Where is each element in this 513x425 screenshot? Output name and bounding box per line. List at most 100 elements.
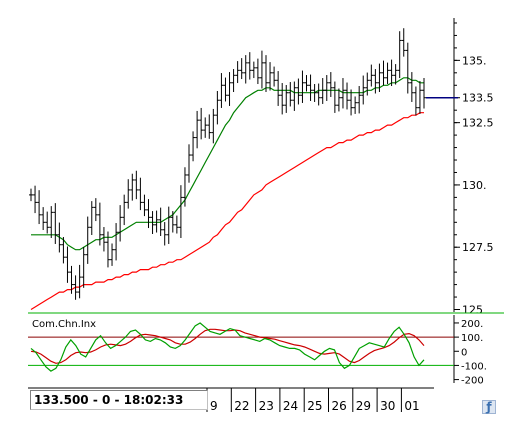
- price-bar: [268, 62, 273, 91]
- price-bar: [393, 64, 398, 85]
- price-bar: [255, 58, 260, 85]
- price-bar: [45, 211, 50, 234]
- price-bar: [162, 222, 167, 246]
- oscillator-tick-label: 200.: [461, 319, 483, 330]
- price-bar: [292, 81, 297, 111]
- price-bar: [353, 96, 358, 114]
- price-bar: [101, 227, 106, 252]
- price-bar: [247, 52, 252, 80]
- price-bar: [191, 131, 196, 162]
- price-bar: [85, 216, 90, 264]
- date-tick-label: 25: [307, 399, 322, 413]
- price-bar: [126, 179, 131, 209]
- price-bar: [207, 114, 212, 139]
- price-bar: [345, 82, 350, 110]
- price-bar: [166, 206, 171, 244]
- zoom-icon[interactable]: ƒ: [482, 400, 496, 414]
- oscillator-signal-line: [30, 328, 425, 364]
- moving-average-short: [31, 77, 424, 251]
- price-bar: [276, 71, 281, 106]
- price-bar: [413, 86, 418, 116]
- price-bar: [235, 61, 240, 84]
- price-bar: [97, 202, 102, 246]
- price-bar: [122, 194, 127, 226]
- oscillator-tick-label: 100.: [461, 333, 483, 344]
- price-bar: [73, 275, 78, 300]
- price-bar: [251, 61, 256, 79]
- price-bar: [81, 246, 86, 288]
- price-bar: [118, 205, 123, 242]
- price-bar: [324, 75, 329, 101]
- price-bar: [29, 188, 33, 202]
- price-bar: [77, 264, 82, 299]
- price-bar: [401, 28, 406, 57]
- price-bar: [114, 223, 119, 261]
- moving-average-long-line: [30, 112, 424, 311]
- status-readout: 133.500 - 0 - 18:02:33: [30, 390, 208, 410]
- oscillator-tick-label: -200: [461, 376, 484, 387]
- oscillator-tick-labels: 200. 100. 0 -100. -200: [461, 319, 487, 387]
- price-bar: [405, 42, 410, 94]
- price-bar: [53, 203, 58, 244]
- price-bar: [105, 231, 110, 268]
- price-bar: [243, 55, 248, 84]
- price-tick-label: 130.: [462, 179, 487, 192]
- price-bar: [336, 88, 341, 112]
- date-tick-label: 30: [380, 399, 395, 413]
- price-bar: [381, 60, 386, 86]
- price-bar: [316, 83, 321, 106]
- price-bar: [422, 78, 426, 109]
- price-bar: [296, 78, 301, 105]
- price-bar: [134, 170, 139, 200]
- price-bar: [174, 215, 179, 234]
- price-bar: [146, 199, 151, 229]
- price-bar: [211, 108, 216, 144]
- price-bar: [41, 207, 46, 231]
- oscillator-tick-label: 0: [461, 347, 467, 358]
- price-bar: [377, 63, 382, 92]
- price-bar: [409, 72, 414, 102]
- moving-average-short-line: [31, 77, 424, 251]
- price-bar: [304, 75, 309, 92]
- date-tick-label: 29: [356, 399, 371, 413]
- oscillator-index-line: [30, 322, 425, 372]
- date-tick-label: 9: [210, 399, 218, 413]
- price-bar: [349, 89, 354, 116]
- date-tick-label: 01: [404, 399, 419, 413]
- date-tick-label: 24: [283, 399, 298, 413]
- price-bar: [284, 85, 289, 113]
- price-bar: [365, 72, 370, 96]
- oscillator-panel: Com.Chn.Inx 200. 100. 0 -100. -200: [28, 312, 504, 387]
- price-bar: [89, 201, 94, 236]
- date-tick-label: 23: [259, 399, 274, 413]
- price-bar: [178, 185, 183, 239]
- price-bar: [154, 210, 159, 233]
- price-bar: [110, 243, 115, 266]
- price-bar: [49, 206, 54, 239]
- price-bar: [328, 72, 333, 97]
- price-tick-label: 125: [462, 304, 483, 317]
- date-tick-label: 22: [234, 399, 249, 413]
- price-bar: [417, 81, 422, 114]
- price-bar: [182, 167, 187, 207]
- price-bar: [357, 86, 362, 114]
- price-bar: [263, 55, 268, 92]
- oscillator-tick-marks: [454, 322, 459, 381]
- price-tick-label: 133.5: [462, 92, 494, 105]
- oscillator-tick-label: -100.: [461, 361, 487, 372]
- price-bar: [300, 70, 305, 103]
- oscillator-index: [30, 322, 425, 372]
- price-bar: [150, 211, 155, 235]
- oscillator-title: Com.Chn.Inx: [32, 319, 96, 330]
- oscillator-signal: [30, 328, 425, 364]
- price-bar: [312, 84, 317, 102]
- price-bar: [332, 81, 337, 113]
- price-bar: [195, 110, 200, 149]
- price-bars: [29, 28, 426, 300]
- price-bar: [215, 91, 220, 125]
- price-bar: [373, 69, 378, 94]
- price-bar: [187, 144, 192, 183]
- price-bar: [69, 265, 74, 294]
